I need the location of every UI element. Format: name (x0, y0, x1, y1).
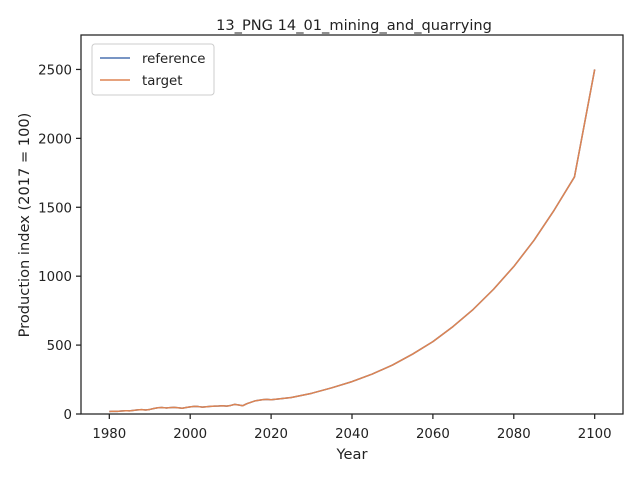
y-tick-label: 1000 (38, 270, 72, 285)
series-line-target (109, 69, 596, 413)
legend: reference target (91, 43, 215, 96)
legend-label-target: target (142, 74, 182, 89)
y-axis: 0 500 1000 1500 2000 2500 (38, 63, 81, 423)
y-tick-label: 1500 (38, 201, 72, 216)
x-tick-label: 2040 (335, 427, 369, 442)
legend-box (91, 43, 215, 96)
x-tick-label: 2080 (497, 427, 531, 442)
x-tick-label: 2100 (578, 427, 612, 442)
x-tick-label: 2000 (173, 427, 207, 442)
x-tick-label: 1980 (92, 427, 126, 442)
plot-lines (109, 69, 596, 413)
y-tick-label: 2000 (38, 132, 72, 147)
x-tick-label: 2020 (254, 427, 288, 442)
y-axis-title: Production index (2017 = 100) (16, 113, 33, 338)
series-line-reference (109, 69, 596, 413)
x-axis: 1980 2000 2020 2040 2060 2080 2100 (92, 414, 612, 442)
chart-title: 13_PNG 14_01_mining_and_quarrying (216, 17, 492, 34)
y-tick-label: 2500 (38, 63, 72, 78)
x-tick-label: 2060 (416, 427, 450, 442)
y-tick-label: 0 (64, 408, 72, 423)
x-axis-title: Year (336, 446, 368, 463)
y-tick-label: 500 (47, 339, 72, 354)
legend-label-reference: reference (142, 52, 206, 67)
